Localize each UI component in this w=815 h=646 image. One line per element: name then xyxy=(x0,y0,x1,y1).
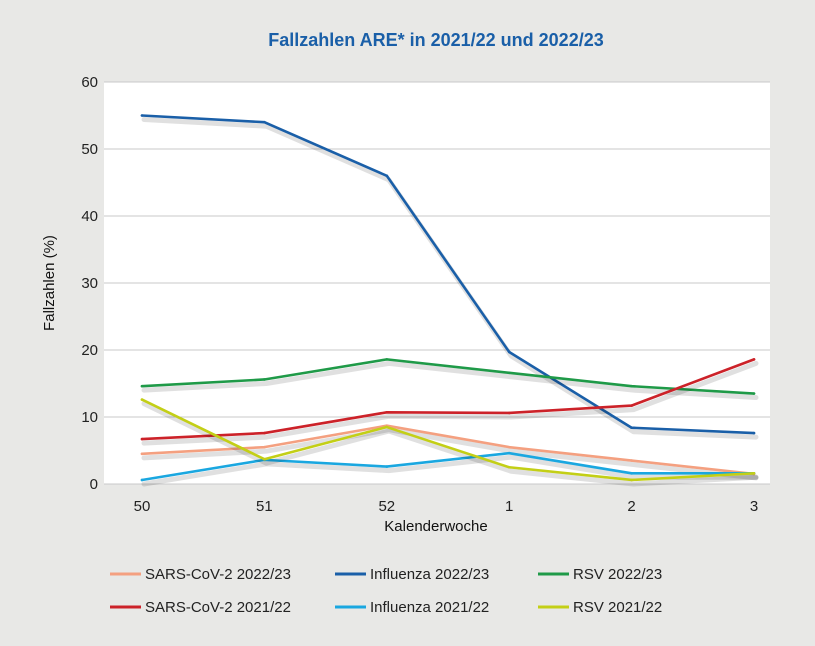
series-shadow xyxy=(141,360,759,446)
data-point xyxy=(752,392,756,395)
data-point xyxy=(752,431,756,435)
y-axis-ticks: 0 10 20 30 40 50 60 xyxy=(81,74,98,493)
data-point xyxy=(630,384,633,388)
x-tick-label: 50 xyxy=(134,498,151,515)
y-tick-label: 10 xyxy=(81,409,98,426)
legend-label: SARS-CoV-2 2021/22 xyxy=(145,599,291,616)
data-point xyxy=(385,425,389,429)
data-point xyxy=(385,358,389,361)
data-point xyxy=(263,378,266,381)
series-shadow xyxy=(141,454,759,487)
y-tick-label: 60 xyxy=(81,74,98,91)
data-point xyxy=(507,445,511,449)
series-shadow xyxy=(141,427,759,481)
y-tick-label: 20 xyxy=(81,342,98,359)
data-point xyxy=(630,471,633,475)
legend-label: RSV 2021/22 xyxy=(573,599,662,616)
data-point xyxy=(140,452,144,456)
data-point xyxy=(507,350,511,354)
data-point xyxy=(385,411,389,414)
data-point xyxy=(263,431,266,435)
data-point xyxy=(140,398,144,401)
y-axis-label: Fallzahlen (%) xyxy=(41,235,58,331)
y-tick-label: 30 xyxy=(81,275,98,292)
y-tick-label: 40 xyxy=(81,208,98,225)
series-line-4 xyxy=(140,451,756,482)
data-point xyxy=(263,445,266,449)
data-point xyxy=(140,478,144,482)
data-point xyxy=(140,437,144,441)
x-axis-ticks: 50 51 52 1 2 3 xyxy=(134,498,759,515)
data-point xyxy=(263,120,266,124)
legend-label: RSV 2022/23 xyxy=(573,566,662,583)
data-point xyxy=(507,371,511,375)
data-point xyxy=(507,465,511,469)
series-line-1 xyxy=(140,114,756,435)
gridlines xyxy=(104,81,770,485)
x-axis-label: Kalenderwoche xyxy=(384,518,487,535)
data-point xyxy=(385,174,389,178)
series-shadow xyxy=(141,360,759,401)
x-tick-label: 2 xyxy=(627,498,635,515)
x-tick-label: 1 xyxy=(505,498,513,515)
data-point xyxy=(630,404,633,407)
data-point xyxy=(630,478,633,482)
data-point xyxy=(140,114,144,117)
legend: SARS-CoV-2 2022/23 Influenza 2022/23 RSV 2… xyxy=(110,566,662,616)
chart-title: Fallzahlen ARE* in 2021/22 und 2022/23 xyxy=(268,30,603,50)
legend-label: Influenza 2022/23 xyxy=(370,566,489,583)
data-point xyxy=(630,426,633,430)
x-tick-label: 51 xyxy=(256,498,273,515)
x-tick-label: 3 xyxy=(750,498,758,515)
series-lines xyxy=(140,114,759,487)
data-point xyxy=(140,384,144,388)
y-tick-label: 50 xyxy=(81,141,98,158)
data-point xyxy=(752,358,756,361)
data-point xyxy=(385,465,389,468)
data-point xyxy=(630,459,633,462)
series-line-2 xyxy=(140,358,756,395)
x-tick-label: 52 xyxy=(378,498,395,515)
legend-label: SARS-CoV-2 2022/23 xyxy=(145,566,291,583)
data-point xyxy=(507,451,511,455)
series-line-5 xyxy=(140,398,756,482)
data-point xyxy=(507,411,511,415)
y-tick-label: 0 xyxy=(90,476,98,493)
series-line-3 xyxy=(140,358,756,441)
series-shadow xyxy=(141,401,759,487)
data-point xyxy=(263,457,266,461)
legend-label: Influenza 2021/22 xyxy=(370,599,489,616)
data-point xyxy=(752,471,756,475)
